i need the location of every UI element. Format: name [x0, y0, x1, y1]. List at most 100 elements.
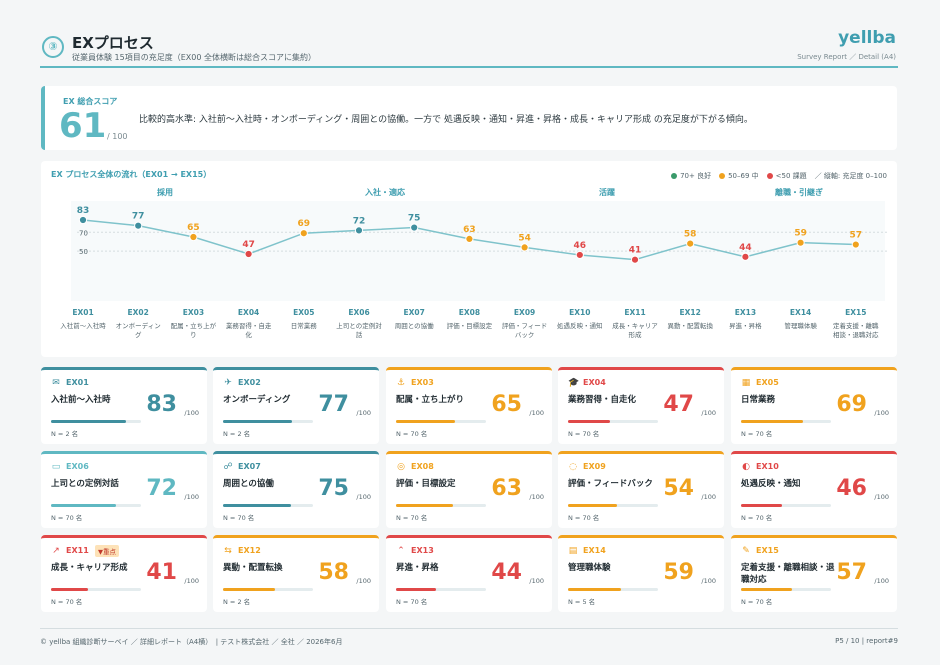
x-sublabel: 業務習得・自走 [226, 321, 272, 330]
card-score-fill [223, 504, 291, 507]
data-point-ex03 [189, 232, 198, 242]
card-score: 63 [491, 476, 522, 501]
card-code: EX08 [411, 462, 434, 471]
data-label: 65 [187, 223, 200, 233]
card-icon: ▤ [568, 546, 578, 556]
data-point-ex04 [244, 249, 253, 259]
card-code: EX01 [66, 378, 89, 387]
x-sublabel: り [190, 331, 197, 339]
x-tick-ex08: EX08 [459, 308, 480, 317]
card-name: 日常業務 [741, 395, 776, 405]
card-score: 65 [491, 392, 522, 417]
x-sublabel: 周囲との協働 [395, 321, 434, 330]
card-max: /100 [184, 577, 199, 585]
x-tick-ex03: EX03 [183, 308, 204, 317]
card-score-bar [741, 504, 831, 507]
data-label: 46 [574, 241, 587, 251]
card-name: 配属・立ち上がり [396, 395, 465, 405]
card-score: 47 [663, 392, 694, 417]
card-max: /100 [701, 493, 716, 501]
flow-title: EX プロセス全体の流れ（EX01 → EX15） [51, 170, 212, 179]
card-score: 59 [663, 560, 694, 585]
card-sample-size: N = 70 名 [396, 598, 428, 606]
ex-card-ex06: ▭ EX06 上司との定例対話 72/100 N = 70 名 [41, 451, 207, 528]
card-score: 44 [491, 560, 522, 585]
card-code: EX12 [238, 546, 261, 555]
card-score-fill [741, 588, 793, 591]
flow-legend: 70+ 良好 50–69 中 <50 課題 ／ 縦軸: 充足度 0–100 [671, 171, 887, 181]
card-sample-size: N = 2 名 [223, 598, 251, 606]
page-subtitle: 従業員体験 15項目の充足度（EX00 全体横断は総合スコアに集約） [72, 53, 316, 62]
legend-good-label: 70+ 良好 [680, 172, 712, 180]
card-name: 入社前〜入社時 [51, 395, 111, 405]
card-code: EX09 [583, 462, 606, 471]
x-sublabel: 話 [356, 330, 363, 339]
ex-card-ex02: ✈ EX02 オンボーディング 77/100 N = 2 名 [213, 367, 379, 444]
x-tick-ex15: EX15 [845, 308, 866, 317]
card-icon: ✈ [224, 378, 232, 388]
card-code: EX03 [411, 378, 434, 387]
x-tick-ex06: EX06 [348, 308, 369, 317]
legend-bad: <50 課題 [766, 171, 807, 181]
x-sublabel: 相談・退職対応 [833, 330, 879, 339]
card-max: /100 [356, 577, 371, 585]
data-point-ex10 [575, 250, 584, 260]
data-label: 75 [408, 214, 421, 224]
x-sublabel: 化 [245, 330, 252, 339]
x-sublabel: 形成 [629, 330, 643, 339]
card-score-fill [51, 420, 126, 423]
card-code: EX05 [756, 378, 779, 387]
ex-process-flow-chart: 50 70 採用 入社・適応 活躍 離職・引継ぎ 83 EX01 入社前〜入社時 77 EX02 オン… [41, 161, 897, 357]
card-sample-size: N = 70 名 [741, 598, 773, 606]
card-max: /100 [874, 577, 889, 585]
data-label: 44 [739, 243, 752, 253]
data-label: 41 [629, 246, 642, 256]
card-icon: ◎ [397, 462, 405, 472]
card-score-bar [568, 420, 658, 423]
card-score-bar [223, 588, 313, 591]
card-sample-size: N = 70 名 [51, 598, 83, 606]
page-footer: © yellba 組織診断サーベイ ／ 詳細レポート（A4横） | テスト株式会… [40, 628, 898, 647]
data-label: 58 [684, 230, 697, 240]
x-tick-ex10: EX10 [569, 308, 590, 317]
data-point-ex15 [851, 240, 860, 249]
x-sublabel: 異動・配置転換 [667, 321, 713, 330]
card-score-fill [51, 504, 116, 507]
x-sublabel: グ [135, 330, 142, 339]
ex-card-ex12: ⇆ EX12 異動・配置転換 58/100 N = 2 名 [213, 535, 379, 612]
card-score-fill [568, 504, 617, 507]
data-label: 47 [242, 240, 255, 250]
x-sublabel: バック [515, 331, 535, 339]
x-sublabel: 評価・フィード [502, 321, 547, 330]
ex-card-ex10: ◐ EX10 処遇反映・通知 46/100 N = 70 名 [731, 451, 897, 528]
card-sample-size: N = 70 名 [223, 514, 255, 522]
phase-label: 採用 [157, 187, 173, 197]
card-name: 定着支援・離職相談・退職対応 [741, 563, 835, 585]
legend-good: 70+ 良好 [671, 171, 711, 181]
data-label: 83 [77, 206, 90, 216]
card-sample-size: N = 2 名 [223, 430, 251, 438]
data-point-ex14 [796, 238, 805, 247]
card-icon: ✎ [742, 546, 750, 556]
card-icon: ◌ [569, 462, 577, 472]
x-tick-ex05: EX05 [293, 308, 314, 317]
flow-chart-svg: 50 70 採用 入社・適応 活躍 離職・引継ぎ 83 EX01 入社前〜入社時 77 EX02 オン… [60, 187, 887, 339]
card-name: 周囲との協働 [223, 479, 274, 489]
card-icon: ▦ [741, 378, 751, 388]
card-max: /100 [356, 493, 371, 501]
page-header: ③ EXプロセス 従業員体験 15項目の充足度（EX00 全体横断は総合スコアに… [40, 26, 898, 68]
card-score: 77 [318, 392, 349, 417]
card-max: /100 [874, 493, 889, 501]
card-max: /100 [356, 409, 371, 417]
legend-axis-note: ／ 縦軸: 充足度 0–100 [814, 172, 887, 180]
card-sample-size: N = 2 名 [51, 430, 79, 438]
card-sample-size: N = 70 名 [51, 514, 83, 522]
card-score-bar [396, 588, 486, 591]
card-name: 異動・配置転換 [223, 563, 283, 573]
x-tick-ex07: EX07 [404, 308, 425, 317]
card-score-bar [51, 588, 141, 591]
card-name: 処遇反映・通知 [741, 479, 801, 489]
card-max: /100 [529, 493, 544, 501]
card-score-bar [51, 420, 141, 423]
card-max: /100 [184, 409, 199, 417]
